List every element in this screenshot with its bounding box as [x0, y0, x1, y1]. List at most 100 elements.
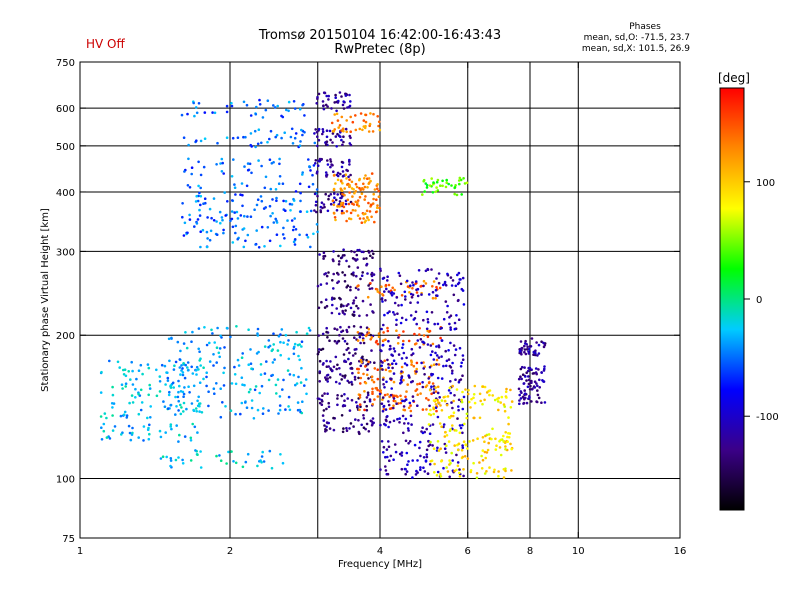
data-point — [216, 141, 219, 145]
data-point — [247, 328, 250, 332]
data-point — [225, 110, 229, 114]
data-point — [161, 455, 165, 459]
data-point — [199, 450, 202, 453]
data-point — [134, 396, 137, 399]
data-point — [351, 313, 355, 316]
data-point — [342, 140, 345, 144]
data-point — [398, 417, 402, 420]
data-point — [193, 114, 196, 118]
colorbar-tick-label: -100 — [756, 412, 779, 423]
data-point — [387, 403, 391, 407]
data-point — [182, 234, 186, 237]
data-point — [131, 383, 135, 386]
data-point — [333, 128, 337, 131]
data-point — [435, 277, 438, 280]
data-point — [122, 413, 126, 417]
data-point — [382, 451, 385, 454]
data-point — [205, 384, 208, 388]
data-point — [392, 419, 396, 423]
data-point — [129, 378, 132, 381]
data-point — [356, 266, 360, 269]
data-point — [455, 388, 459, 391]
data-point — [280, 328, 284, 331]
data-point — [461, 358, 465, 362]
data-point — [287, 395, 291, 399]
data-point — [420, 361, 423, 365]
data-point — [203, 197, 207, 200]
data-point — [187, 157, 190, 161]
data-point — [409, 404, 412, 407]
data-point — [246, 215, 249, 218]
data-point — [255, 229, 258, 232]
data-point — [348, 427, 351, 430]
data-point — [496, 400, 500, 403]
data-point — [538, 386, 541, 389]
data-point — [355, 185, 359, 189]
data-point — [267, 378, 271, 382]
data-point — [343, 393, 346, 396]
data-point — [326, 392, 329, 396]
data-point — [497, 474, 500, 478]
data-point — [383, 313, 386, 317]
data-point — [221, 161, 224, 165]
data-point — [423, 373, 426, 376]
data-point — [242, 245, 246, 249]
y-tick-label: 400 — [56, 188, 75, 199]
data-point — [188, 391, 191, 394]
data-point — [472, 393, 476, 396]
data-point — [284, 333, 288, 337]
data-point — [370, 203, 373, 207]
data-point — [456, 282, 460, 286]
data-point — [385, 448, 389, 451]
data-point — [407, 442, 410, 445]
data-point — [505, 396, 508, 399]
data-point — [386, 472, 390, 476]
data-point — [222, 371, 225, 375]
data-point — [478, 461, 481, 464]
data-point — [457, 271, 461, 275]
data-point — [249, 215, 253, 218]
data-point — [375, 206, 379, 210]
data-point — [503, 405, 507, 408]
data-point — [158, 390, 162, 393]
data-point — [358, 335, 362, 339]
data-point — [172, 368, 176, 371]
data-point — [494, 437, 497, 441]
data-point — [297, 354, 300, 358]
data-point — [329, 165, 332, 169]
data-point — [391, 362, 394, 366]
data-point — [343, 312, 346, 316]
data-point — [411, 459, 415, 462]
data-point — [421, 381, 424, 384]
data-point — [158, 429, 162, 433]
data-point — [332, 272, 336, 276]
data-point — [518, 402, 521, 406]
data-point — [395, 323, 398, 327]
data-point — [412, 399, 415, 403]
data-point — [359, 341, 362, 345]
y-tick-label: 75 — [62, 534, 75, 545]
data-point — [336, 193, 340, 196]
data-point — [256, 142, 260, 146]
data-point — [277, 412, 280, 415]
data-point — [111, 429, 115, 432]
data-point — [493, 468, 496, 472]
data-point — [178, 384, 181, 388]
data-point — [331, 132, 335, 135]
data-point — [274, 135, 278, 139]
data-point — [218, 210, 222, 214]
data-point — [332, 187, 336, 191]
data-point — [350, 250, 353, 253]
data-point — [404, 472, 408, 476]
data-point — [105, 416, 108, 420]
data-point — [363, 390, 366, 393]
data-point — [365, 408, 369, 412]
data-point — [502, 403, 506, 406]
data-point — [333, 173, 336, 177]
data-point — [383, 422, 386, 426]
data-point — [274, 383, 278, 387]
data-point — [333, 113, 337, 116]
data-point — [230, 104, 234, 108]
data-point — [537, 396, 541, 400]
data-point — [273, 358, 276, 361]
